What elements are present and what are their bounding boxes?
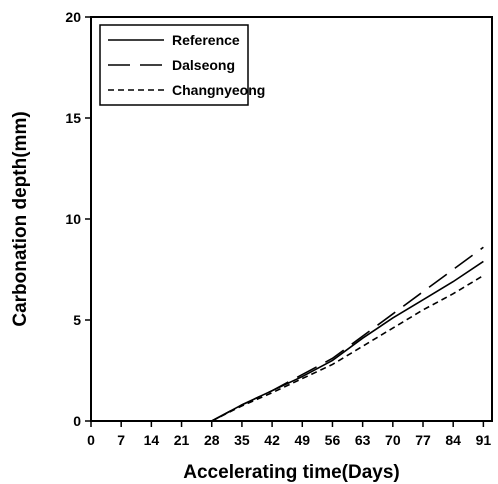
legend: Reference Dalseong Changnyeong [99, 24, 265, 106]
y-axis-title: Carbonation depth(mm) [10, 111, 31, 326]
y-tick-label: 5 [73, 312, 81, 328]
x-tick-label: 21 [174, 432, 190, 448]
x-tick-label: 14 [144, 432, 160, 448]
series-group [211, 246, 484, 422]
x-tick-label: 77 [415, 432, 431, 448]
x-tick-label: 35 [234, 432, 250, 448]
y-tick-label: 10 [65, 211, 81, 227]
y-tick-label: 20 [65, 9, 81, 25]
ticks-group: 0 7 14 21 28 35 42 49 56 63 70 77 84 91 0 5 10 15 20 [65, 9, 491, 448]
x-tick-label: 91 [476, 432, 492, 448]
series-line-dalseong [211, 246, 484, 422]
x-tick-label: 42 [264, 432, 280, 448]
x-tick-label: 63 [355, 432, 371, 448]
y-tick-label: 15 [65, 110, 81, 126]
legend-label-changnyeong: Changnyeong [172, 82, 265, 98]
legend-label-reference: Reference [172, 32, 240, 48]
x-tick-label: 84 [445, 432, 461, 448]
x-tick-label: 49 [294, 432, 310, 448]
x-tick-label: 28 [204, 432, 220, 448]
x-tick-label: 7 [117, 432, 125, 448]
x-tick-label: 70 [385, 432, 401, 448]
series-line-changnyeong [211, 274, 484, 422]
x-axis-title: Accelerating time(Days) [183, 462, 399, 483]
x-tick-label: 0 [87, 432, 95, 448]
legend-label-dalseong: Dalseong [172, 57, 235, 73]
series-line-reference [211, 260, 484, 422]
x-tick-label: 56 [325, 432, 341, 448]
y-tick-label: 0 [73, 413, 81, 429]
